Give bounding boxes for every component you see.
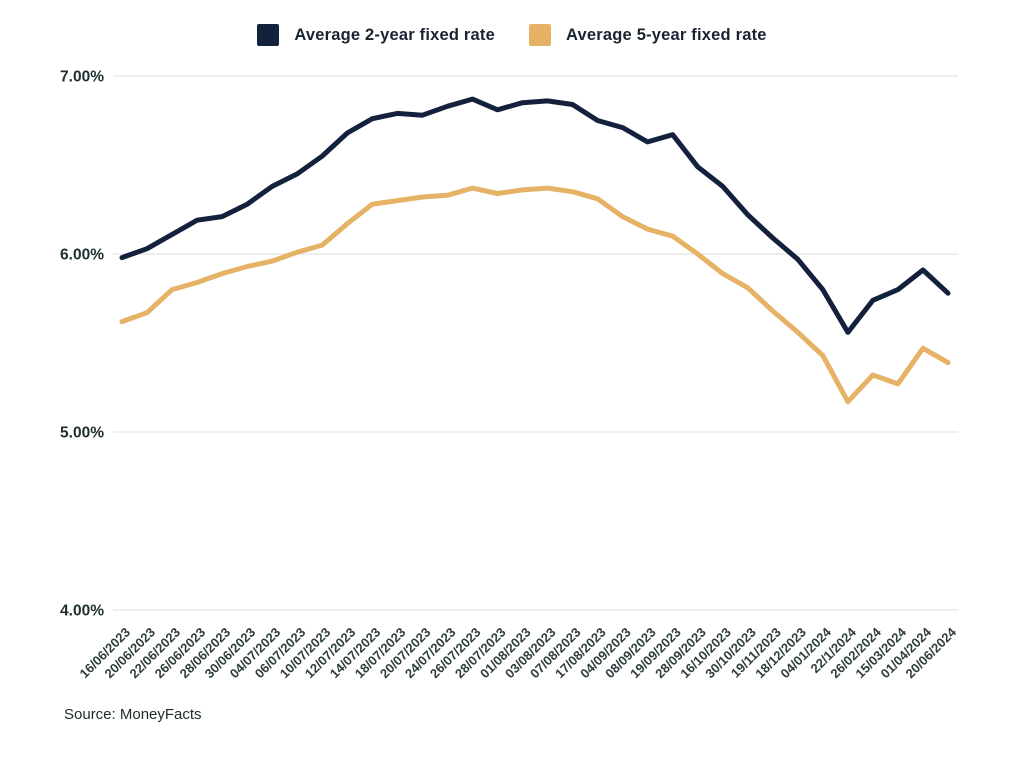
legend-item-2yr: Average 2-year fixed rate [257,24,495,46]
legend-item-5yr: Average 5-year fixed rate [529,24,767,46]
gridlines [113,75,958,611]
legend-label-2yr: Average 2-year fixed rate [294,25,495,44]
series-2yr-line [119,96,951,335]
legend-label-5yr: Average 5-year fixed rate [566,25,767,44]
y-tick-label: 4.00% [60,603,104,620]
series-5yr-line [119,185,951,405]
y-tick-label: 7.00% [60,69,104,86]
x-axis-labels: 16/06/202320/06/202322/06/202326/06/2023… [76,624,959,681]
y-axis-labels: 7.00% 6.00% 5.00% 4.00% [60,69,104,620]
legend-swatch-5yr-icon [529,24,551,46]
y-tick-label: 5.00% [60,425,104,442]
legend-swatch-2yr-icon [257,24,280,46]
legend: Average 2-year fixed rate Average 5-year… [0,24,1024,46]
y-tick-label: 6.00% [60,247,104,264]
series-lines [119,96,951,405]
source-note: Source: MoneyFacts [64,706,202,723]
